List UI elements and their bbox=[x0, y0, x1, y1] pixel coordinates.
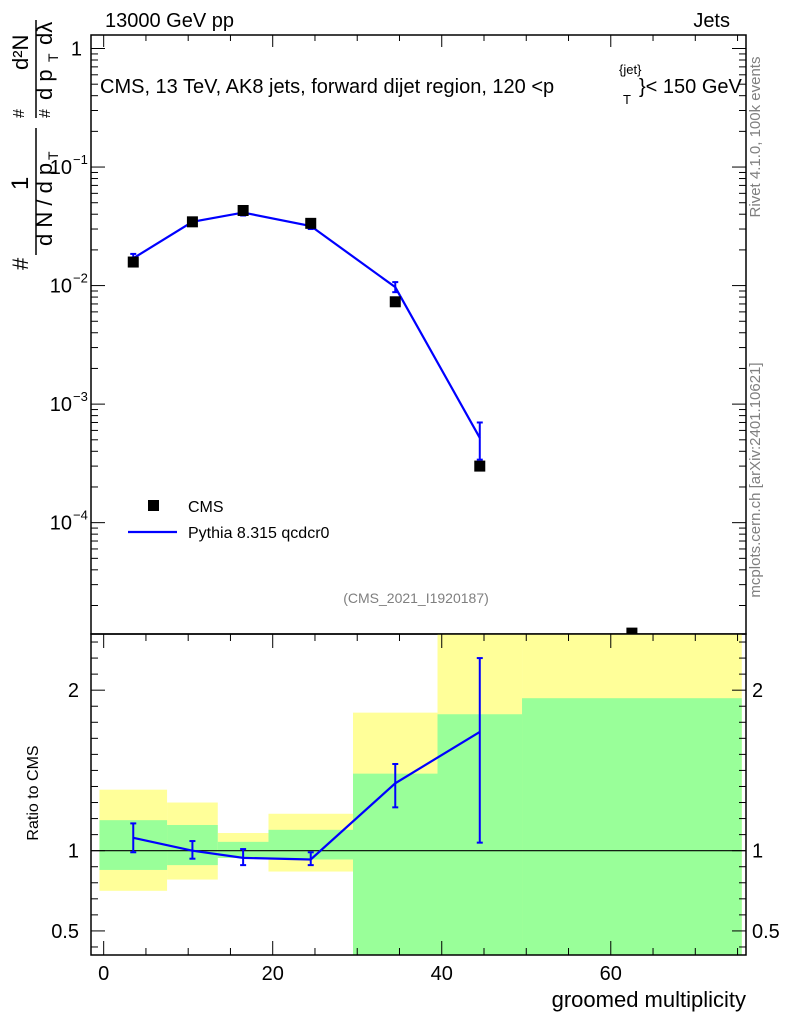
legend-cms-label: CMS bbox=[188, 499, 224, 516]
ratio-y-tick-label-right: 1 bbox=[752, 841, 763, 863]
svg-text:1: 1 bbox=[7, 177, 34, 190]
svg-text:d²N: d²N bbox=[8, 35, 33, 70]
svg-text:T: T bbox=[45, 53, 61, 62]
title-main: CMS, 13 TeV, AK8 jets, forward dijet reg… bbox=[100, 76, 554, 98]
cms-data-point bbox=[474, 460, 486, 472]
legend-mc-label: Pythia 8.315 qcdcr0 bbox=[188, 525, 330, 542]
x-axis-label: groomed multiplicity bbox=[552, 987, 746, 1012]
cms-data-point bbox=[127, 256, 139, 268]
main-y-tick-labels: 110−110−210−310−4 bbox=[50, 39, 88, 535]
main-y-tick-label: 1 bbox=[71, 39, 82, 61]
svg-text:T: T bbox=[45, 151, 61, 160]
main-y-tick-label: 10 bbox=[50, 394, 72, 416]
title-tail: }< 150 GeV bbox=[639, 76, 743, 98]
mcplots-label: mcplots.cern.ch [arXiv:2401.10621] bbox=[747, 362, 764, 597]
ratio-y-tick-label: 1 bbox=[68, 841, 79, 863]
ratio-frame-box bbox=[90, 633, 747, 956]
main-y-tick-label: 10 bbox=[50, 276, 72, 298]
ratio-uncertainty-bands bbox=[99, 634, 742, 955]
ratio-tick-labels: 0.5 0.51 12 20 20 40 60 bbox=[51, 680, 780, 985]
main-axes bbox=[90, 34, 747, 635]
svg-text:dλ: dλ bbox=[32, 22, 57, 45]
data-series bbox=[127, 204, 638, 639]
mc-series bbox=[130, 208, 483, 461]
cms-data-point bbox=[626, 627, 638, 639]
svg-text:d p: d p bbox=[32, 69, 57, 100]
ratio-y-axis-label: Ratio to CMS bbox=[25, 745, 42, 840]
title-subscript: T bbox=[623, 92, 631, 107]
cms-data-point bbox=[186, 216, 198, 228]
x-tick-label: 20 bbox=[262, 963, 284, 985]
ratio-y-tick-label: 2 bbox=[68, 680, 79, 702]
ratio-y-tick-label: 0.5 bbox=[51, 921, 79, 943]
main-y-tick-exponent: −4 bbox=[73, 508, 88, 523]
svg-text:#: # bbox=[8, 257, 33, 270]
ratio-series bbox=[130, 657, 483, 867]
title-superscript: {jet} bbox=[619, 62, 642, 77]
main-y-tick-exponent: −3 bbox=[73, 389, 88, 404]
x-tick-label: 60 bbox=[600, 963, 622, 985]
main-y-tick-label: 10 bbox=[50, 513, 72, 535]
x-tick-label: 40 bbox=[431, 963, 453, 985]
cms-data-point bbox=[305, 217, 317, 229]
cms-data-point bbox=[237, 204, 249, 216]
analysis-watermark: (CMS_2021_I1920187) bbox=[343, 590, 489, 606]
ratio-line bbox=[133, 730, 481, 861]
main-y-axis-label: # 1 d N / d p T # d²N # d p T dλ bbox=[7, 20, 61, 270]
plot-title: CMS, 13 TeV, AK8 jets, forward dijet reg… bbox=[100, 62, 743, 107]
ratio-y-tick-label-right: 2 bbox=[752, 680, 763, 702]
process-label: Jets bbox=[693, 10, 730, 32]
svg-text:#: # bbox=[37, 109, 54, 118]
main-y-tick-exponent: −1 bbox=[73, 152, 88, 167]
mc-line bbox=[132, 211, 481, 439]
beam-label: 13000 GeV pp bbox=[105, 10, 234, 32]
svg-text:d N / d p: d N / d p bbox=[32, 163, 57, 246]
legend: CMS Pythia 8.315 qcdcr0 bbox=[128, 499, 330, 542]
svg-text:#: # bbox=[11, 109, 28, 118]
rivet-label: Rivet 4.1.0, 100k events bbox=[747, 57, 764, 218]
ratio-y-tick-label-right: 0.5 bbox=[752, 921, 780, 943]
cms-data-point bbox=[389, 296, 401, 308]
legend-cms-marker bbox=[148, 500, 159, 511]
main-y-tick-exponent: −2 bbox=[73, 271, 88, 286]
x-tick-label: 0 bbox=[98, 963, 109, 985]
ratio-stat-band bbox=[522, 698, 742, 955]
main-frame-box bbox=[90, 34, 747, 635]
main-y-tick-label: 10 bbox=[50, 157, 72, 179]
